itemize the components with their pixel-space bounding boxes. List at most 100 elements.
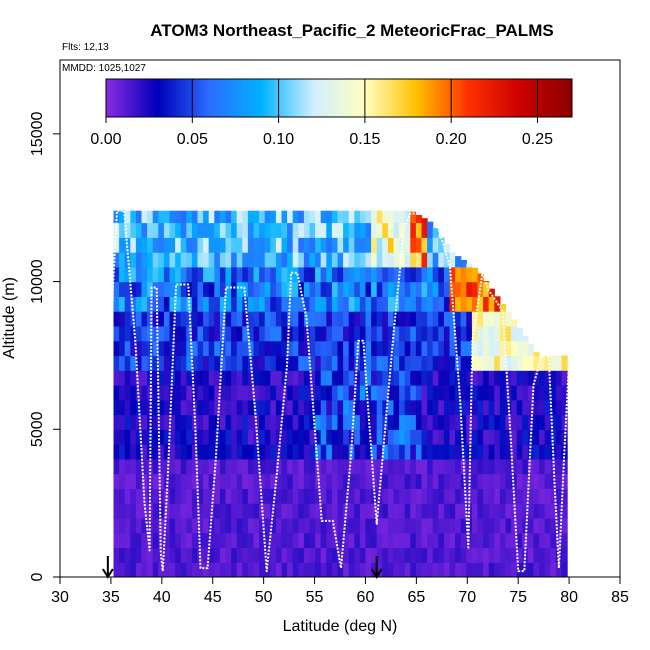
heatmap-cell xyxy=(443,399,451,416)
heatmap-cell xyxy=(264,325,271,342)
heatmap-cell xyxy=(264,444,271,460)
heatmap-cell xyxy=(337,266,344,283)
heatmap-cell xyxy=(427,429,434,445)
heatmap-cell xyxy=(264,458,271,475)
x-tick-label: 50 xyxy=(255,589,273,606)
heatmap-cell xyxy=(264,547,271,563)
heatmap-cell xyxy=(135,237,143,253)
heatmap-cell xyxy=(253,281,260,297)
heatmap-cell xyxy=(259,370,266,386)
heatmap-cell xyxy=(533,444,540,460)
heatmap-cell xyxy=(253,444,260,460)
heatmap-cell xyxy=(343,385,350,401)
heatmap-cell xyxy=(483,517,490,534)
heatmap-cell xyxy=(354,488,361,504)
heatmap-cell xyxy=(197,237,204,253)
heatmap-cell xyxy=(298,532,305,549)
heatmap-cell xyxy=(471,385,479,401)
heatmap-cell xyxy=(191,414,199,430)
heatmap-cell xyxy=(163,296,171,312)
heatmap-cell xyxy=(292,340,299,357)
heatmap-cell xyxy=(449,385,456,401)
heatmap-cell xyxy=(399,370,406,386)
heatmap-cell xyxy=(236,325,243,342)
heatmap-cell xyxy=(309,266,316,283)
heatmap-cell xyxy=(438,444,445,460)
heatmap-cell xyxy=(169,266,176,283)
heatmap-cell xyxy=(399,210,406,224)
heatmap-cell xyxy=(135,458,143,475)
heatmap-cell xyxy=(303,252,311,268)
heatmap-cell xyxy=(477,399,484,416)
heatmap-cell xyxy=(175,399,182,416)
heatmap-cell xyxy=(292,517,299,534)
heatmap-cell xyxy=(309,311,316,327)
heatmap-cell xyxy=(186,458,193,475)
heatmap-cell xyxy=(343,237,350,253)
heatmap-cell xyxy=(432,311,439,327)
heatmap-cell xyxy=(337,503,344,519)
heatmap-cell xyxy=(432,385,439,401)
heatmap-cell xyxy=(292,547,299,563)
heatmap-cell xyxy=(152,385,159,401)
heatmap-cell xyxy=(298,281,305,297)
heatmap-cell xyxy=(410,444,417,460)
heatmap-cell xyxy=(236,311,243,327)
heatmap-cell xyxy=(253,429,260,445)
heatmap-cell xyxy=(550,547,557,563)
heatmap-cell xyxy=(382,385,389,401)
heatmap-cell xyxy=(427,488,434,504)
heatmap-cell xyxy=(197,488,204,504)
heatmap-cell xyxy=(371,532,378,549)
heatmap-cell xyxy=(354,385,361,401)
heatmap-cell xyxy=(119,340,126,357)
heatmap-cell xyxy=(399,503,406,519)
heatmap-cell xyxy=(180,458,187,475)
heatmap-cell xyxy=(242,547,249,563)
heatmap-cell xyxy=(494,532,501,549)
heatmap-cell xyxy=(219,488,227,504)
heatmap-cell xyxy=(130,517,137,534)
heatmap-cell xyxy=(259,444,266,460)
heatmap-cell xyxy=(315,385,322,401)
heatmap-cell xyxy=(147,281,154,297)
heatmap-cell xyxy=(231,532,238,549)
heatmap-cell xyxy=(326,444,333,460)
heatmap-cell xyxy=(147,429,154,445)
heatmap-cell xyxy=(527,488,535,504)
heatmap-cell xyxy=(186,355,193,371)
heatmap-cell xyxy=(214,237,221,253)
heatmap-cell xyxy=(326,370,333,386)
heatmap-cell xyxy=(499,385,507,401)
heatmap-cell xyxy=(499,311,507,327)
heatmap-cell xyxy=(197,266,204,283)
heatmap-cell xyxy=(404,517,411,534)
heatmap-cell xyxy=(393,517,400,534)
heatmap-cell xyxy=(438,355,445,371)
heatmap-cell xyxy=(124,532,131,549)
heatmap-cell xyxy=(539,458,546,475)
heatmap-cell xyxy=(455,547,462,563)
heatmap-cell xyxy=(180,311,187,327)
heatmap-cell xyxy=(113,355,120,371)
heatmap-cell xyxy=(432,562,439,577)
heatmap-cell xyxy=(550,399,557,416)
heatmap-cell xyxy=(427,237,434,253)
heatmap-cell xyxy=(505,488,512,504)
heatmap-cell xyxy=(359,444,367,460)
heatmap-cell xyxy=(281,547,288,563)
heatmap-cell xyxy=(247,237,255,253)
heatmap-cell xyxy=(421,281,428,297)
heatmap-cell xyxy=(477,296,484,312)
heatmap-cell xyxy=(505,562,512,577)
heatmap-cell xyxy=(527,503,535,519)
heatmap-cell xyxy=(471,517,479,534)
heatmap-cell xyxy=(236,429,243,445)
heatmap-cell xyxy=(561,355,568,371)
heatmap-cell xyxy=(191,252,199,268)
heatmap-cell xyxy=(242,385,249,401)
heatmap-cell xyxy=(471,311,479,327)
heatmap-cell xyxy=(326,222,333,238)
heatmap-cell xyxy=(135,296,143,312)
heatmap-cell xyxy=(152,222,159,238)
